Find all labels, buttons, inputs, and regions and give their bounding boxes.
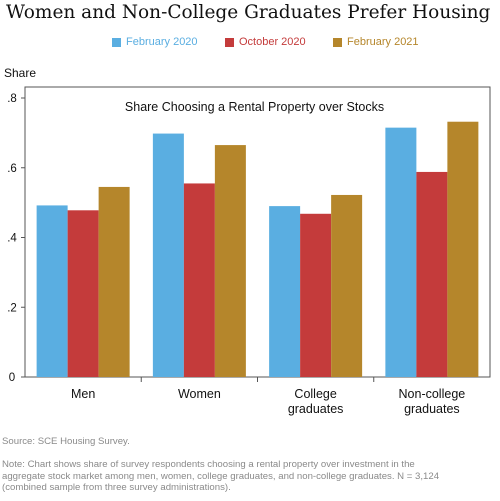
y-axis-label: Share	[4, 66, 37, 80]
legend: February 2020 October 2020 February 2021	[0, 36, 500, 52]
legend-label: October 2020	[239, 36, 306, 48]
bar-men-february-2020	[36, 205, 68, 377]
x-tick-label: Non-college graduates	[399, 387, 466, 416]
x-tick-label: Men	[71, 387, 95, 401]
y-tick-label: 0	[9, 372, 15, 384]
note-line: (combined sample from three survey admin…	[2, 482, 231, 493]
legend-item-february-2021: February 2021	[333, 36, 419, 48]
bar-men-february-2021	[98, 186, 130, 377]
bar-women-october-2020	[183, 183, 215, 377]
legend-item-october-2020: October 2020	[225, 36, 306, 48]
bar-college-graduates-february-2020	[269, 206, 301, 377]
bar-non-college-graduates-october-2020	[416, 171, 448, 377]
bar-college-graduates-february-2021	[331, 194, 363, 377]
y-axis: 0 .2 .4 .6 .8	[7, 93, 25, 384]
y-tick-label: .6	[7, 163, 17, 175]
note-line: Note: Chart shows share of survey respon…	[2, 459, 415, 470]
chart-subtitle: Share Choosing a Rental Property over St…	[125, 100, 384, 114]
x-axis: Men Women College graduates Non-college gradu…	[71, 377, 465, 416]
bar-non-college-graduates-february-2020	[385, 127, 417, 377]
bar-college-graduates-october-2020	[300, 213, 332, 377]
legend-label: February 2021	[347, 36, 419, 48]
y-tick-label: .2	[7, 302, 17, 314]
plot-area: Share Choosing a Rental Property over St…	[7, 86, 491, 416]
legend-label: February 2020	[126, 36, 198, 48]
source-text: Source: SCE Housing Survey.	[2, 436, 130, 447]
y-tick-label: .8	[7, 93, 17, 105]
note-line: aggregate stock market among men, women,…	[2, 470, 440, 482]
bar-non-college-graduates-february-2021	[447, 121, 479, 377]
bar-men-october-2020	[67, 210, 99, 377]
x-tick-label: College graduates	[288, 387, 344, 416]
legend-item-february-2020: February 2020	[112, 36, 198, 48]
bar-women-february-2020	[152, 133, 184, 377]
y-tick-label: .4	[7, 233, 17, 245]
legend-swatch	[225, 37, 234, 47]
note-text: Note: Chart shows share of survey respon…	[2, 459, 496, 494]
legend-swatch	[333, 37, 342, 47]
legend-swatch	[112, 37, 121, 47]
bar-women-february-2021	[214, 145, 246, 377]
bars	[36, 121, 479, 377]
chart-title: Women and Non-College Graduates Prefer H…	[6, 2, 491, 23]
x-tick-label: Women	[178, 387, 221, 401]
